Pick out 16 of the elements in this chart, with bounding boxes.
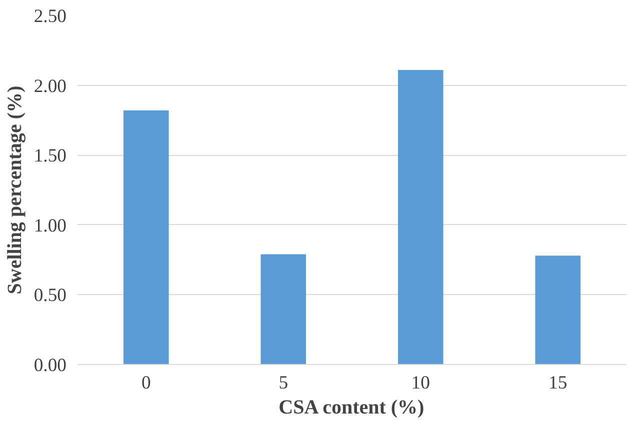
y-tick-label: 0.50 [34,285,67,306]
x-tick-label: 0 [141,372,151,394]
y-tick-label: 1.50 [34,146,67,167]
bar [398,70,444,364]
bar [260,254,306,364]
x-tick-label: 15 [548,372,568,394]
y-tick-label: 2.00 [34,76,67,97]
y-axis-title: Swelling percentage (%) [4,86,26,294]
bar [535,256,581,364]
y-tick-label: 1.00 [34,215,67,236]
x-tick-label: 10 [411,372,430,394]
x-tick-label: 5 [278,372,288,394]
bar [123,110,169,364]
y-tick-label: 2.50 [34,6,67,27]
x-axis-title: CSA content (%) [278,396,424,418]
y-tick-label: 0.00 [34,355,67,376]
